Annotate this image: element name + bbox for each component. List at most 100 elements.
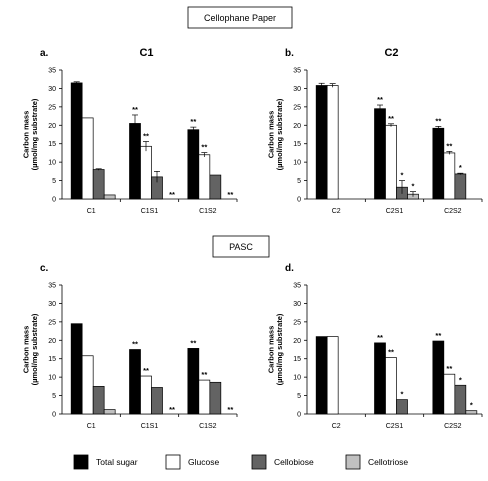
y-tick-label: 30 [48,86,56,93]
y-tick-label: 10 [48,160,56,167]
significance-marker: ** [132,340,138,349]
y-tick-label: 5 [297,393,301,400]
significance-marker: ** [388,114,394,123]
x-category-label: C2 [332,208,341,215]
y-tick-label: 35 [48,68,56,75]
bar-total-sugar-c1s1 [129,123,141,200]
significance-marker: ** [446,141,452,150]
legend-swatch-glucose [165,454,181,470]
section-label-pasc-box [212,235,270,258]
significance-marker: * [401,390,404,399]
y-tick-label: 0 [52,197,56,204]
significance-marker: * [401,171,404,180]
legend-label-cellobiose: Cellobiose [274,457,314,467]
y-tick-label: 15 [293,356,301,363]
y-tick-label: 10 [293,160,301,167]
bar-cellobiose-c1 [92,169,105,200]
x-category-label: C2S2 [444,423,462,430]
bar-total-sugar-c1 [70,82,83,200]
bar-cellobiose-c1s2 [209,381,222,415]
bar-total-sugar-c2s1 [374,108,386,200]
bar-cellotriose-c2s2 [465,410,478,415]
y-tick-label: 35 [48,283,56,290]
significance-marker: ** [190,117,196,126]
x-category-label: C2 [332,423,341,430]
chart-panel-b: b. C2 0 5 10 15 20 25 30 35 Carbon mass(µmol/mg su… [267,47,483,215]
significance-marker: ** [435,116,441,125]
legend-swatch-cellobiose [251,454,267,470]
legend-swatch-cellotriose [345,454,361,470]
bar-glucose-c2s1 [385,124,397,200]
y-tick-label: 25 [48,319,56,326]
y-tick-label: 30 [293,301,301,308]
y-tick-label: 10 [293,375,301,382]
x-category-label: C2S1 [386,423,404,430]
bar-total-sugar-c1s2 [187,129,200,200]
y-tick-label: 30 [293,86,301,93]
significance-marker: ** [190,338,196,347]
y-tick-label: 35 [293,68,301,75]
panel-letter: b. [285,48,294,59]
significance-marker: ** [143,366,149,375]
significance-marker: ** [377,95,383,104]
significance-marker: ** [132,105,138,114]
x-category-label: C1S1 [141,423,159,430]
bar-glucose-c2s1 [385,357,397,415]
y-tick-label: 20 [293,123,301,130]
chart-panel-a: a. C1 0 5 10 15 20 25 30 35 Carbon mass(µmol/mg su… [22,47,238,215]
bar-glucose-c1s1 [140,375,152,415]
x-category-label: C1S2 [199,208,217,215]
chart-panels: a. C1 0 5 10 15 20 25 30 35 Carbon mass(µmol/mg su… [22,47,483,430]
significance-marker: ** [388,348,394,357]
significance-marker: ** [201,370,207,379]
bar-cellotriose-c1 [103,409,116,415]
bar-glucose-c2s2 [443,152,456,200]
bar-cellobiose-c1s2 [209,174,222,200]
significance-marker: ** [227,190,233,199]
legend-swatch-total-sugar [73,454,89,470]
bar-glucose-c2 [326,336,339,415]
section-label-cellophane-text: Cellophane Paper [204,13,276,23]
bar-cellobiose-c2s2 [454,384,467,415]
y-tick-label: 25 [293,104,301,111]
bar-cellobiose-c2s1 [396,399,408,415]
y-tick-label: 20 [48,123,56,130]
y-tick-label: 20 [293,338,301,345]
bar-total-sugar-c2s2 [432,340,445,415]
bar-glucose-c1 [81,117,94,200]
bar-total-sugar-c2s1 [374,342,386,415]
y-tick-label: 35 [293,283,301,290]
significance-marker: ** [201,143,207,152]
panel-title: C1 [139,47,153,59]
panel-letter: a. [40,48,49,59]
significance-marker: * [459,375,462,384]
panel-title: C2 [384,47,398,59]
y-tick-label: 20 [48,338,56,345]
y-tick-label: 10 [48,375,56,382]
section-label-pasc-text: PASC [229,242,253,252]
legend-label-glucose: Glucose [188,457,219,467]
y-tick-label: 0 [297,412,301,419]
bar-total-sugar-c2 [315,336,328,415]
chart-panel-d: d. 0 5 10 15 20 25 30 35 Carbon mass(µmol/mg subs… [267,263,483,430]
y-tick-label: 0 [52,412,56,419]
x-category-label: C1 [87,423,96,430]
x-category-label: C1 [87,208,96,215]
legend-label-total-sugar: Total sugar [96,457,138,467]
y-tick-label: 5 [297,178,301,185]
y-tick-label: 15 [48,356,56,363]
bar-glucose-c1s2 [198,379,211,415]
significance-marker: ** [435,331,441,340]
y-tick-label: 30 [48,301,56,308]
significance-marker: * [459,163,462,172]
significance-marker: ** [143,132,149,141]
significance-marker: ** [169,190,175,199]
bar-total-sugar-c1s1 [129,349,141,415]
y-tick-label: 5 [52,178,56,185]
significance-marker: * [470,401,473,410]
bar-glucose-c1s2 [198,154,211,200]
bar-glucose-c1 [81,355,94,415]
chart-panel-c: c. 0 5 10 15 20 25 30 35 Carbon mass(µmol/mg subs… [22,263,238,430]
y-tick-label: 0 [297,197,301,204]
bar-total-sugar-c2 [315,85,328,200]
